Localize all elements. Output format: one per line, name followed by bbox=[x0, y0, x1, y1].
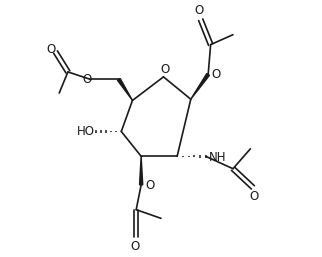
Text: O: O bbox=[160, 63, 169, 76]
Text: O: O bbox=[146, 179, 155, 192]
Text: NH: NH bbox=[209, 151, 226, 163]
Text: O: O bbox=[250, 190, 259, 203]
Polygon shape bbox=[139, 156, 143, 185]
Text: O: O bbox=[130, 240, 139, 253]
Text: HO: HO bbox=[77, 125, 95, 138]
Polygon shape bbox=[118, 78, 132, 100]
Polygon shape bbox=[191, 74, 210, 99]
Text: O: O bbox=[46, 43, 55, 56]
Text: O: O bbox=[82, 73, 91, 86]
Text: O: O bbox=[195, 4, 204, 17]
Text: O: O bbox=[211, 68, 220, 81]
